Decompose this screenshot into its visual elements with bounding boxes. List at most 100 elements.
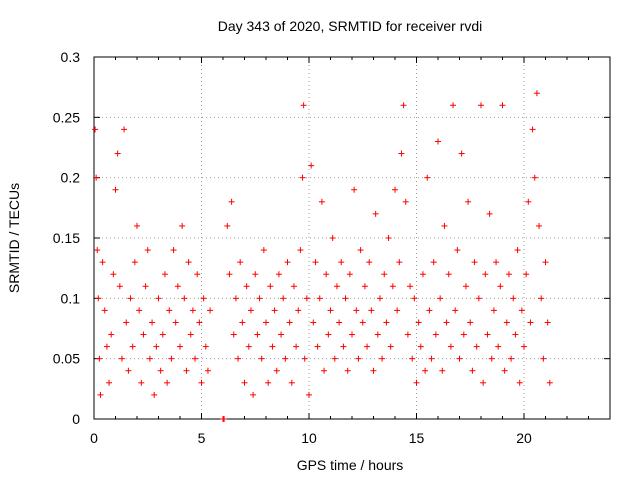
data-point: [280, 295, 287, 302]
data-point: [452, 307, 459, 314]
grid-lines: [94, 57, 610, 419]
data-point: [142, 283, 149, 290]
data-point: [194, 271, 201, 278]
data-point: [316, 295, 323, 302]
data-point: [540, 355, 547, 362]
data-point: [411, 295, 418, 302]
y-tick-label: 0.1: [61, 290, 81, 306]
data-point: [325, 331, 332, 338]
x-tick-label: 0: [90, 430, 98, 446]
data-point: [422, 367, 429, 374]
data-point: [258, 355, 265, 362]
data-point: [299, 174, 306, 181]
x-axis-title: GPS time / hours: [297, 457, 404, 473]
data-point: [94, 247, 101, 254]
x-tick-label: 10: [301, 430, 317, 446]
data-point: [131, 259, 138, 266]
x-tick-label: 20: [516, 430, 532, 446]
data-point: [415, 319, 422, 326]
data-point: [396, 259, 403, 266]
data-point: [542, 259, 549, 266]
data-point: [471, 259, 478, 266]
data-point: [110, 271, 117, 278]
data-point: [546, 379, 553, 386]
data-point: [413, 379, 420, 386]
data-point: [207, 307, 214, 314]
data-point: [187, 331, 194, 338]
data-point: [344, 367, 351, 374]
data-point: [536, 222, 543, 229]
data-point: [523, 271, 530, 278]
data-point: [407, 283, 414, 290]
data-point: [366, 259, 373, 266]
data-point: [516, 379, 523, 386]
data-point: [501, 367, 508, 374]
data-point: [447, 343, 454, 350]
data-point: [151, 391, 158, 398]
data-point: [157, 367, 164, 374]
data-point: [288, 379, 295, 386]
data-point: [439, 367, 446, 374]
data-point: [301, 355, 308, 362]
data-point: [243, 283, 250, 290]
x-tick-label: 15: [409, 430, 425, 446]
data-point: [245, 343, 252, 350]
data-point: [275, 271, 282, 278]
data-point: [112, 186, 119, 193]
data-point: [314, 343, 321, 350]
data-point: [482, 271, 489, 278]
data-point: [531, 174, 538, 181]
data-point: [300, 102, 307, 109]
data-point: [454, 247, 461, 254]
data-point: [409, 355, 416, 362]
data-point: [232, 295, 239, 302]
data-point: [512, 331, 519, 338]
data-point: [473, 343, 480, 350]
data-point: [286, 319, 293, 326]
data-point: [114, 150, 121, 157]
data-point: [196, 319, 203, 326]
data-point: [226, 271, 233, 278]
x-tick-label: 5: [198, 430, 206, 446]
data-point: [372, 210, 379, 217]
data-point: [432, 331, 439, 338]
data-point: [318, 198, 325, 205]
data-point: [342, 295, 349, 302]
data-point: [260, 247, 267, 254]
data-point: [338, 259, 345, 266]
data-point: [282, 355, 289, 362]
data-points: [92, 90, 553, 422]
data-point: [499, 102, 506, 109]
data-point: [417, 343, 424, 350]
data-point: [529, 126, 536, 133]
data-point: [118, 355, 125, 362]
data-point: [172, 319, 179, 326]
data-point: [497, 283, 504, 290]
data-point: [174, 283, 181, 290]
y-tick-label: 0.3: [61, 49, 81, 65]
data-point: [381, 271, 388, 278]
data-point: [263, 319, 269, 326]
data-point: [271, 307, 278, 314]
y-tick-label: 0: [72, 411, 80, 427]
data-point: [144, 247, 151, 254]
data-point: [198, 379, 205, 386]
data-point: [125, 367, 132, 374]
data-point: [398, 150, 405, 157]
data-point: [93, 174, 100, 181]
data-point: [460, 331, 467, 338]
data-point: [518, 307, 525, 314]
data-point: [127, 295, 134, 302]
data-point: [333, 283, 340, 290]
data-point: [389, 283, 396, 290]
data-point: [456, 355, 463, 362]
data-point: [486, 210, 493, 217]
data-point: [340, 343, 347, 350]
data-point: [357, 247, 364, 254]
data-point: [140, 331, 147, 338]
data-point: [443, 319, 450, 326]
data-point: [312, 259, 319, 266]
data-point: [533, 90, 540, 97]
data-point: [146, 355, 153, 362]
